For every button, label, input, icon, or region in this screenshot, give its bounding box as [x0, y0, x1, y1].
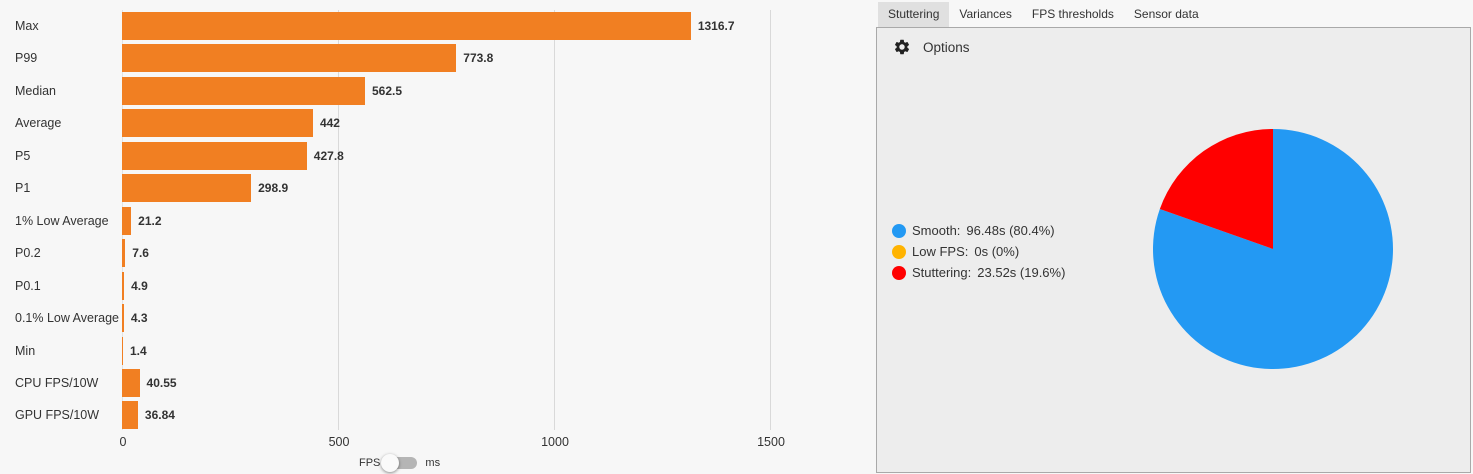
bar-value-label: 36.84 — [144, 408, 175, 422]
legend-name: Stuttering: — [912, 265, 972, 280]
bar-value-label: 4.3 — [130, 311, 148, 325]
legend-item-stuttering: Stuttering: 23.52s (19.6%) — [892, 262, 1065, 283]
bar-row: Min 1.4 — [0, 337, 860, 365]
bar-value-label: 773.8 — [463, 51, 494, 65]
bar-value-label: 562.5 — [372, 84, 403, 98]
bar-category-label: CPU FPS/10W — [15, 376, 99, 390]
bar-value-label: 21.2 — [138, 214, 162, 228]
x-axis-tick-label: 0 — [119, 435, 127, 449]
gridline — [554, 10, 555, 430]
bar-row: P5 427.8 — [0, 142, 860, 170]
tab-sensor-data[interactable]: Sensor data — [1133, 7, 1199, 21]
legend-value: 23.52s (19.6%) — [977, 265, 1066, 280]
bar-category-label: Median — [15, 84, 56, 98]
legend-dot-smooth — [892, 223, 906, 238]
legend-dot-stuttering — [892, 265, 906, 280]
fps-metrics-bar-chart: 0 500 1000 1500 Max 1316.7 P99 773.8 Median 562.5… — [0, 10, 860, 449]
toggle-label-fps: FPS — [359, 457, 381, 469]
gear-icon — [895, 39, 910, 55]
bar-value-label: 40.55 — [146, 376, 177, 390]
legend-dot-low-fps — [892, 244, 906, 259]
bar-category-label: 0.1% Low Average — [15, 311, 120, 325]
bar-row: P99 773.8 — [0, 44, 860, 72]
bar-value-label: 4.9 — [131, 279, 148, 293]
bar[interactable] — [122, 174, 252, 202]
bar-row: P0.2 7.6 — [0, 239, 860, 267]
toggle-knob[interactable] — [381, 454, 400, 472]
legend-item-smooth: Smooth: 96.48s (80.4%) — [892, 220, 1065, 241]
gridline — [770, 10, 771, 430]
tab-stuttering[interactable]: Stuttering — [878, 2, 950, 27]
bar-row: CPU FPS/10W 40.55 — [0, 369, 860, 397]
bar-category-label: P0.2 — [15, 246, 41, 260]
x-axis-tick-label: 500 — [328, 435, 350, 449]
fps-ms-toggle[interactable]: FPS ms — [359, 454, 441, 472]
legend-item-low-fps: Low FPS: 0s (0%) — [892, 241, 1065, 262]
x-axis-tick-label: 1000 — [541, 435, 569, 449]
bar[interactable] — [122, 109, 313, 137]
pie-slice-stuttering[interactable] — [1159, 129, 1273, 249]
bar-row: P0.1 4.9 — [0, 272, 860, 300]
bar-value-label: 1316.7 — [697, 19, 735, 33]
tab-variances[interactable]: Variances — [959, 7, 1012, 21]
legend-name: Smooth: — [912, 223, 961, 238]
analysis-tabs: Stuttering Variances FPS thresholds Sens… — [878, 2, 1209, 27]
bar-category-label: P5 — [15, 149, 31, 163]
bar-category-label: P99 — [15, 51, 38, 65]
bar[interactable] — [122, 77, 365, 105]
gridline — [338, 10, 339, 430]
options-label: Options — [923, 39, 970, 55]
bar-value-label: 7.6 — [132, 246, 149, 260]
stuttering-pie-chart — [1153, 129, 1393, 369]
bar[interactable] — [122, 239, 126, 267]
legend-name: Low FPS: — [912, 244, 969, 259]
bar[interactable] — [122, 207, 132, 235]
x-axis-tick-label: 1500 — [757, 435, 785, 449]
bar-row: Average 442 — [0, 109, 860, 137]
bar-row: Median 562.5 — [0, 77, 860, 105]
bar[interactable] — [122, 44, 457, 72]
bar[interactable] — [122, 272, 125, 300]
toggle-switch[interactable] — [381, 454, 418, 472]
bar[interactable] — [122, 12, 691, 40]
toggle-label-ms: ms — [425, 457, 441, 469]
bar-category-label: P1 — [15, 181, 31, 195]
stuttering-panel: Options Smooth: 96.48s (80.4%) Low FPS: … — [876, 27, 1471, 473]
tab-fps-thresholds[interactable]: FPS thresholds — [1031, 7, 1114, 21]
bar-value-label: 427.8 — [313, 149, 344, 163]
bar-category-label: Min — [15, 344, 36, 358]
bar[interactable] — [122, 401, 138, 429]
bar[interactable] — [122, 369, 140, 397]
bar[interactable] — [122, 337, 123, 365]
bar-row: Max 1316.7 — [0, 12, 860, 40]
bar-category-label: Max — [15, 19, 39, 33]
bar-category-label: 1% Low Average — [15, 214, 109, 228]
bar-row: 0.1% Low Average 4.3 — [0, 304, 860, 332]
bar-category-label: P0.1 — [15, 279, 41, 293]
legend-value: 0s (0%) — [974, 244, 1020, 259]
options-button[interactable]: Options — [893, 37, 970, 57]
bar-value-label: 298.9 — [258, 181, 289, 195]
pie-legend: Smooth: 96.48s (80.4%) Low FPS: 0s (0%) … — [892, 220, 1065, 283]
legend-value: 96.48s (80.4%) — [966, 223, 1055, 238]
bar-row: P1 298.9 — [0, 174, 860, 202]
bar[interactable] — [122, 142, 307, 170]
bar-category-label: GPU FPS/10W — [15, 408, 100, 422]
bar-value-label: 442 — [319, 116, 340, 130]
bar-category-label: Average — [15, 116, 62, 130]
bar-value-label: 1.4 — [130, 344, 147, 358]
bar-row: 1% Low Average 21.2 — [0, 207, 860, 235]
bar-row: GPU FPS/10W 36.84 — [0, 401, 860, 429]
bar[interactable] — [122, 304, 124, 332]
